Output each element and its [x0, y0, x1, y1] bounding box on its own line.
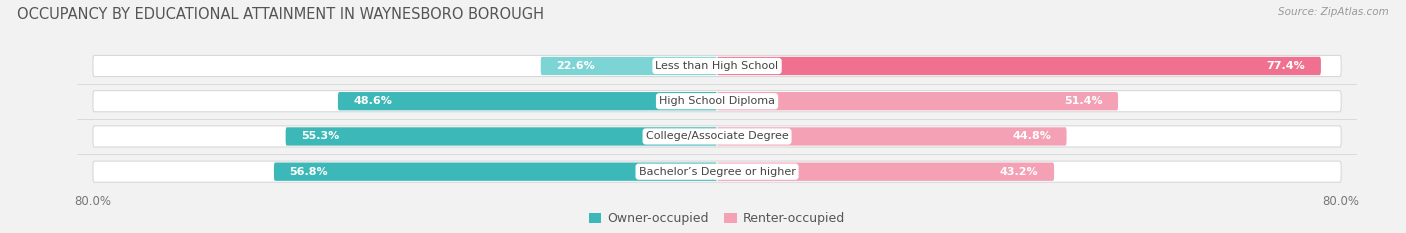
- Text: 51.4%: 51.4%: [1064, 96, 1102, 106]
- Text: 22.6%: 22.6%: [557, 61, 595, 71]
- FancyBboxPatch shape: [541, 57, 717, 75]
- Text: 44.8%: 44.8%: [1012, 131, 1050, 141]
- Text: Source: ZipAtlas.com: Source: ZipAtlas.com: [1278, 7, 1389, 17]
- Text: OCCUPANCY BY EDUCATIONAL ATTAINMENT IN WAYNESBORO BOROUGH: OCCUPANCY BY EDUCATIONAL ATTAINMENT IN W…: [17, 7, 544, 22]
- FancyBboxPatch shape: [274, 163, 717, 181]
- FancyBboxPatch shape: [717, 163, 1054, 181]
- FancyBboxPatch shape: [717, 57, 1320, 75]
- FancyBboxPatch shape: [337, 92, 717, 110]
- Text: 48.6%: 48.6%: [353, 96, 392, 106]
- Text: 77.4%: 77.4%: [1267, 61, 1305, 71]
- Text: 43.2%: 43.2%: [1000, 167, 1039, 177]
- FancyBboxPatch shape: [717, 127, 1067, 146]
- FancyBboxPatch shape: [93, 55, 1341, 77]
- Legend: Owner-occupied, Renter-occupied: Owner-occupied, Renter-occupied: [589, 212, 845, 225]
- Text: Bachelor’s Degree or higher: Bachelor’s Degree or higher: [638, 167, 796, 177]
- FancyBboxPatch shape: [717, 92, 1118, 110]
- Text: 56.8%: 56.8%: [290, 167, 328, 177]
- FancyBboxPatch shape: [285, 127, 717, 146]
- Text: College/Associate Degree: College/Associate Degree: [645, 131, 789, 141]
- Text: High School Diploma: High School Diploma: [659, 96, 775, 106]
- Text: Less than High School: Less than High School: [655, 61, 779, 71]
- FancyBboxPatch shape: [93, 161, 1341, 182]
- FancyBboxPatch shape: [93, 91, 1341, 112]
- FancyBboxPatch shape: [93, 126, 1341, 147]
- Text: 55.3%: 55.3%: [301, 131, 339, 141]
